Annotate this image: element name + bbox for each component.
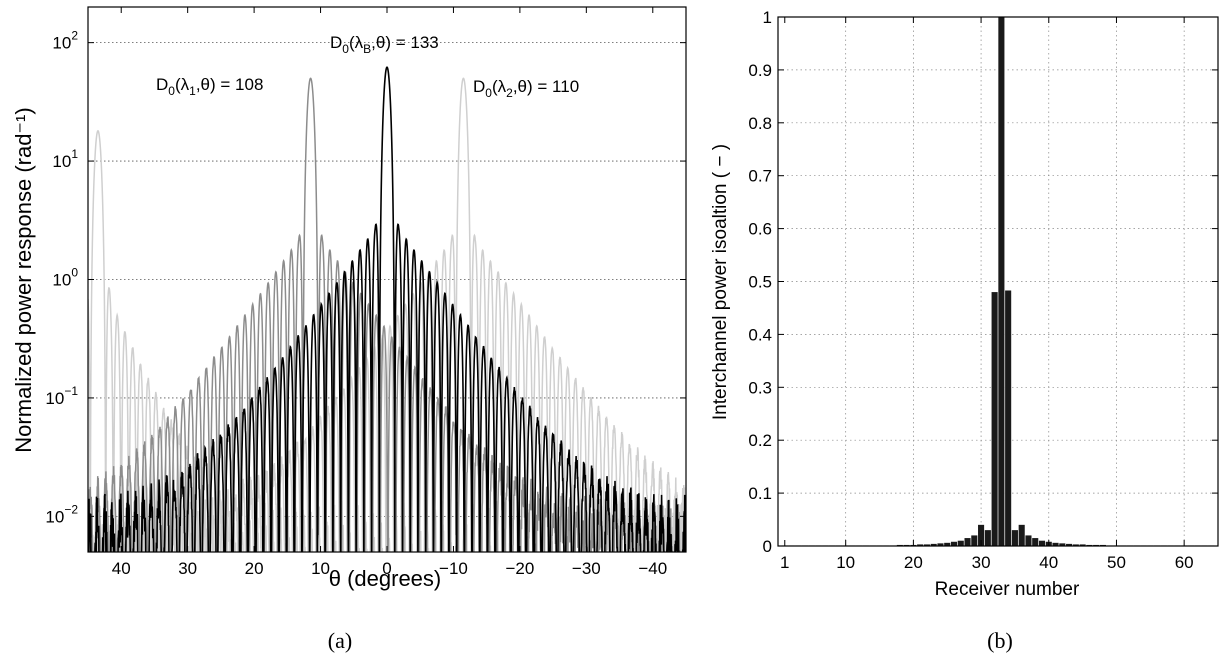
panel-b-bar: [998, 17, 1004, 546]
panel-b-y-tick-label: 0.6: [748, 220, 772, 239]
panel-b-caption: (b): [987, 628, 1013, 653]
panel-b-x-tick-label: 60: [1175, 553, 1194, 572]
panel-b-y-tick-label: 0.9: [748, 61, 772, 80]
panel-b-x-tick-label: 40: [1039, 553, 1058, 572]
panel-b-bar: [1019, 525, 1025, 546]
panel-b-bar: [985, 530, 991, 546]
panel-a-y-tick-label: 100: [52, 266, 78, 290]
panel-b-x-tick-label: 50: [1107, 553, 1126, 572]
panel-b-y-tick-label: 0: [763, 537, 772, 556]
panel-b-y-tick-label: 0.1: [748, 484, 772, 503]
annotation-d0-lambda-1: D0(λ1,θ) = 108: [156, 75, 263, 98]
panel-a-y-axis-label: Normalized power response (rad⁻¹): [11, 107, 36, 452]
panel-b-bar: [1032, 538, 1038, 546]
panel-b-bar: [958, 541, 964, 546]
panel-a-x-tick-label: −20: [505, 559, 534, 578]
panel-b-bar: [1012, 530, 1018, 546]
panel-a-y-tick-label: 102: [52, 29, 78, 53]
panel-b-x-tick-label: 20: [904, 553, 923, 572]
panel-a-x-tick-label: −10: [439, 559, 468, 578]
panel-b-bar: [951, 542, 957, 546]
annotation-d0-lambda-b: D0(λB,θ) = 133: [330, 33, 439, 56]
panel-a-x-axis-label: θ (degrees): [329, 566, 442, 591]
panel-a-x-tick-label: 20: [245, 559, 264, 578]
panel-a-x-tick-label: 40: [112, 559, 131, 578]
panel-b-y-tick-label: 0.3: [748, 378, 772, 397]
panel-a-y-tick-label: 101: [52, 147, 78, 171]
panel-b-bar: [971, 535, 977, 546]
panel-b-bar: [992, 292, 998, 546]
panel-b-ticks: 0 0.1 0.2 0.3 0.4 0.5 0.6 0.7 0.8 0.9 1 1 10 20 30 40 50…: [748, 8, 1218, 572]
panel-b-chart: 0 0.1 0.2 0.3 0.4 0.5 0.6 0.7 0.8 0.9 1 1 10 20 30 40 50…: [710, 8, 1218, 653]
panel-b-y-tick-label: 0.8: [748, 114, 772, 133]
panel-a-x-tick-label: −40: [638, 559, 667, 578]
panel-b-y-axis-label: Interchannel power isoaltion ( − ): [710, 144, 731, 420]
panel-a-x-tick-label: 10: [311, 559, 330, 578]
panel-b-y-tick-label: 0.5: [748, 273, 772, 292]
panel-b-y-tick-label: 0.4: [748, 325, 772, 344]
panel-b-bar: [964, 538, 970, 546]
panel-a-x-tick-label: 30: [178, 559, 197, 578]
panel-b-bar: [1005, 290, 1011, 546]
annotation-d0-lambda-2: D0(λ2,θ) = 110: [473, 77, 579, 100]
panel-a-x-tick-label: −30: [572, 559, 601, 578]
panel-a-plot-area: [88, 67, 686, 563]
panel-b-gridlines: [778, 17, 1218, 546]
panel-b-x-tick-label: 10: [836, 553, 855, 572]
panel-b-x-axis-label: Receiver number: [935, 579, 1080, 600]
panel-b-y-tick-label: 1: [763, 8, 772, 27]
panel-b-y-tick-label: 0.7: [748, 167, 772, 186]
panel-b-x-tick-label: 1: [780, 553, 789, 572]
panel-a-y-tick-label: 10−2: [45, 502, 78, 526]
panel-b-bar: [1025, 535, 1031, 546]
panel-a-y-tick-label: 10−1: [45, 384, 78, 408]
panel-b-y-tick-label: 0.2: [748, 431, 772, 450]
panel-b-x-tick-label: 30: [972, 553, 991, 572]
panel-a-caption: (a): [328, 628, 352, 653]
panel-b-bar: [1039, 541, 1045, 546]
